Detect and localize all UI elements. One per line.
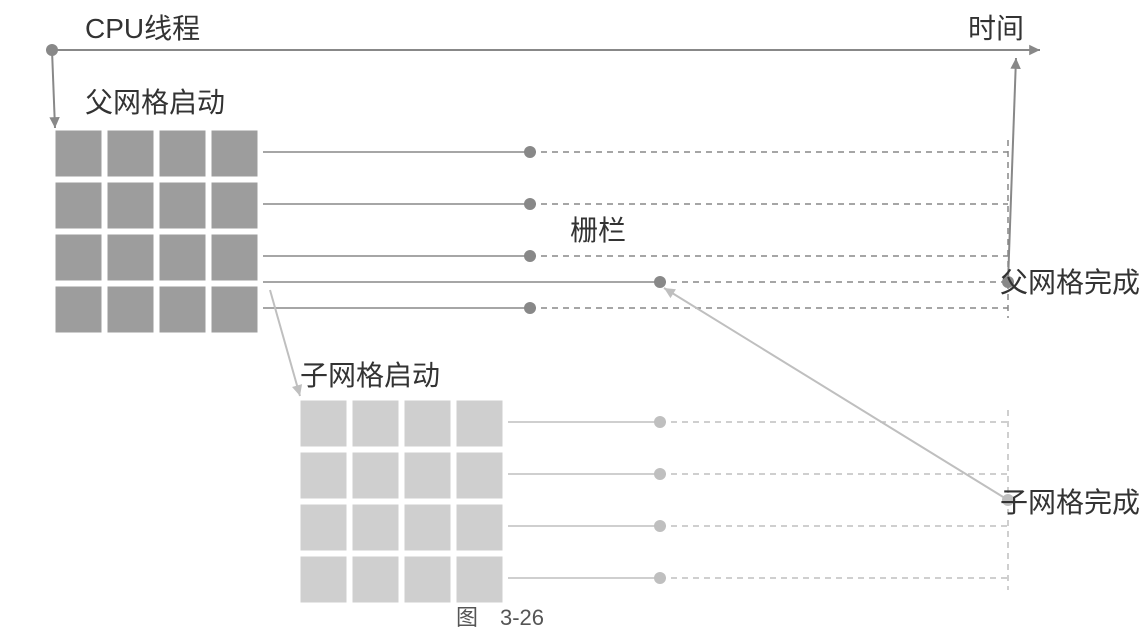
parent-done-label: 父网格完成 <box>1000 267 1140 298</box>
figure-caption: 图 3-26 <box>456 605 544 630</box>
child-start-label: 子网格启动 <box>300 360 440 391</box>
cpu-thread-label: CPU线程 <box>85 13 200 44</box>
barrier-label: 栅栏 <box>570 215 626 246</box>
grid-nesting-diagram: CPU线程 时间父网格启动栅栏父网格完成子网格启动子网格完成图 3-26 <box>0 0 1143 641</box>
parent-start-label: 父网格启动 <box>85 87 225 118</box>
parent-grid <box>55 130 258 333</box>
child-done-label: 子网格完成 <box>1000 487 1140 518</box>
child-grid <box>300 400 503 603</box>
time-label: 时间 <box>968 13 1024 44</box>
